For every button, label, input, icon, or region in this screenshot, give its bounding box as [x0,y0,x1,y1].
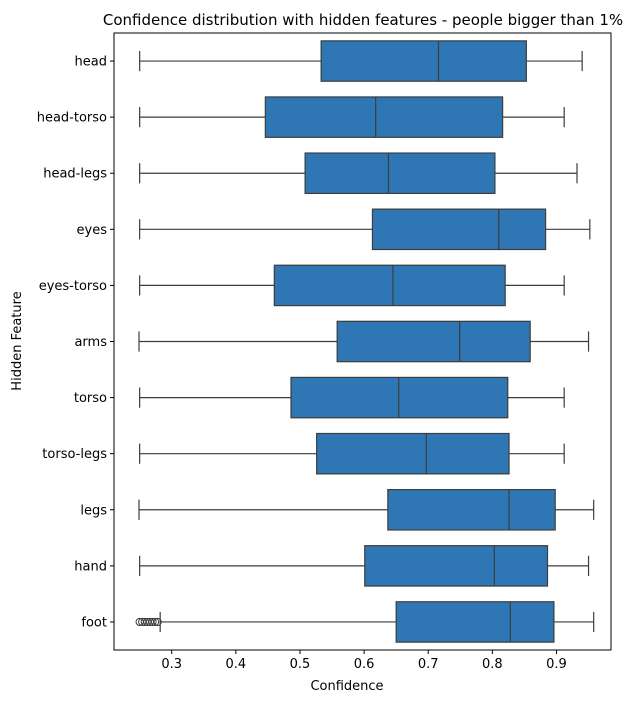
outlier-point [150,617,160,627]
iqr-box [273,264,506,307]
iqr-box [395,601,555,643]
y-tick-label-arms: arms [74,335,107,350]
box-foot [135,601,595,643]
x-tick-label: 0.7 [418,657,439,672]
box-eyes-torso [139,264,565,307]
iqr-box [264,96,504,138]
iqr-box [290,376,509,419]
x-tick-labels: 0.3 0.4 0.5 0.6 0.7 0.8 0.9 [161,650,567,672]
x-tick-label: 0.9 [546,657,567,672]
y-tick-label-legs: legs [80,503,107,518]
y-tick-label-eyes: eyes [77,223,108,238]
y-tick-label-foot: foot [81,615,107,630]
y-tick-label-hand: hand [74,559,107,574]
box-eyes [139,208,591,251]
x-axis-label: Confidence [310,679,383,694]
box-head-torso [139,96,565,138]
x-tick-label: 0.6 [354,657,375,672]
y-tick-label-head-legs: head-legs [43,167,107,182]
outlier-point [153,617,162,627]
iqr-box [320,40,527,82]
box-hand [139,545,590,587]
outlier-point [148,617,157,627]
boxes-layer [135,40,595,643]
y-tick-label-torso: torso [74,391,107,406]
box-legs [138,488,595,531]
iqr-box [316,432,510,475]
x-tick-label: 0.4 [226,657,247,672]
y-axis-label: Hidden Feature [10,291,25,390]
box-arms [138,320,590,363]
y-tick-label-eyes-torso: eyes-torso [39,279,107,294]
y-tick-label-torso-legs: torso-legs [42,447,107,462]
y-tick-label-head-torso: head-torso [37,111,107,126]
iqr-box [364,545,549,587]
plot-frame [113,32,612,651]
chart-title: Confidence distribution with hidden feat… [103,11,623,29]
x-tick-label: 0.8 [482,657,503,672]
iqr-box [371,208,547,251]
iqr-box [304,152,496,195]
y-tick-labels: head head-torso head-legs eyes eyes-torso arm… [37,55,114,630]
x-tick-label: 0.3 [161,657,182,672]
x-tick-label: 0.5 [290,657,311,672]
iqr-box [336,320,531,363]
box-head [139,40,583,82]
iqr-box [387,488,556,531]
box-torso [139,376,565,419]
box-head-legs [139,152,578,195]
y-tick-label-head: head [75,55,107,70]
box-torso-legs [139,432,565,475]
